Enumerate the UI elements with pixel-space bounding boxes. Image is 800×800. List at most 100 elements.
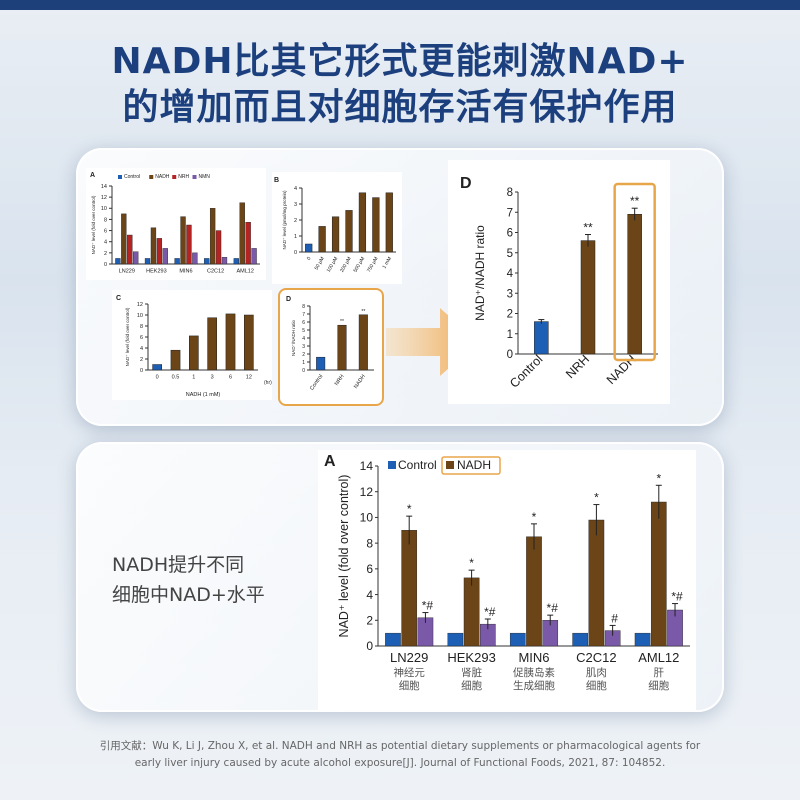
B_small-x-tick-label: 50 μM bbox=[314, 256, 326, 271]
C_small-bar bbox=[152, 364, 162, 371]
D_small-y-tick-label: 3 bbox=[302, 344, 305, 350]
B_small-x-tick-label: 500 μM bbox=[353, 256, 367, 274]
A_small-x-tick-label: LN229 bbox=[119, 269, 135, 275]
A_large-legend-label: NADH bbox=[457, 458, 491, 472]
C_small-x-label: NADH (1 mM) bbox=[186, 392, 221, 398]
A_large-y-tick-label: 4 bbox=[366, 588, 373, 602]
A_large-significance-mark: * bbox=[594, 491, 599, 505]
D_small-x-tick-label: Control bbox=[309, 374, 324, 392]
A_small-x-tick-label: HEK293 bbox=[146, 269, 167, 275]
A_large-bar bbox=[401, 530, 418, 647]
chart-a-large: 0 2 4 6 8 10 12 14 NAD⁺ level (fold over control… bbox=[318, 450, 696, 710]
A_large-x-sublabel: 细胞 bbox=[461, 679, 482, 692]
A_large-x-sublabel: 生成细胞 bbox=[513, 679, 555, 692]
C_small-x-tick-label: 0 bbox=[156, 375, 159, 381]
C_small-y-label: NAD⁺ level (fold over control) bbox=[125, 307, 130, 366]
A_large-legend-swatch bbox=[446, 461, 454, 469]
A_small-bar bbox=[209, 208, 216, 265]
C_small-x-tick-label: 0.5 bbox=[172, 375, 180, 381]
C_small-bar bbox=[244, 314, 254, 371]
A_small-y-tick-label: 8 bbox=[104, 217, 107, 223]
A_small-bar bbox=[156, 238, 163, 265]
side-caption-line-2: 细胞中NAD+水平 bbox=[112, 584, 265, 606]
A_large-x-tick-label: LN229 bbox=[390, 650, 428, 665]
D_small-bar bbox=[337, 324, 347, 371]
page-title-line-2: 的增加而且对细胞存活有保护作用 bbox=[122, 87, 678, 128]
C_small-y-tick-label: 12 bbox=[137, 302, 143, 308]
A_small-bar bbox=[162, 248, 168, 265]
A_large-bar bbox=[385, 632, 401, 647]
D_small-significance-mark: ** bbox=[361, 309, 365, 315]
A_small-bar bbox=[186, 224, 192, 265]
A_large-y-tick-label: 2 bbox=[366, 613, 373, 627]
A_small-x-tick-label: MIN6 bbox=[179, 269, 192, 275]
B_small-x-tick-label: 1 mM bbox=[382, 256, 393, 270]
D_small-y-tick-label: 5 bbox=[302, 328, 305, 334]
A_small-bar bbox=[127, 234, 133, 265]
A_large-y-tick-label: 8 bbox=[366, 536, 373, 550]
A_small-bar bbox=[233, 258, 239, 265]
A_large-bar bbox=[447, 632, 464, 647]
C_small-y-tick-label: 4 bbox=[140, 346, 143, 352]
D_small-y-tick-label: 8 bbox=[302, 304, 305, 310]
A_large-bar bbox=[463, 577, 480, 647]
A_small-bar bbox=[221, 257, 228, 265]
A_small-y-tick-label: 10 bbox=[101, 206, 107, 212]
A_small-panel-label: A bbox=[90, 172, 95, 179]
D_large-y-tick-label: 0 bbox=[507, 349, 513, 361]
B_small-x-tick-label: 0 bbox=[306, 256, 313, 262]
A_large-significance-mark: *# bbox=[484, 605, 496, 619]
A_small-y-tick-label: 6 bbox=[104, 228, 107, 234]
A_small-bar bbox=[192, 252, 198, 265]
D_small-y-label: NAD⁺/NADH ratio bbox=[291, 320, 296, 356]
A_small-bar bbox=[174, 258, 180, 265]
B_small-x-tick-label: 750 μM bbox=[366, 256, 380, 274]
A_small-bar bbox=[115, 258, 121, 265]
A_large-bar bbox=[572, 632, 588, 647]
C_small-x-tick-label: 12 bbox=[246, 375, 252, 381]
A_small-bar bbox=[180, 216, 186, 265]
D_large-x-tick-label: NADH bbox=[604, 352, 639, 387]
chart-c-small: 0 2 4 6 8 10 12 NAD⁺ level (fold over control) 0… bbox=[112, 290, 272, 400]
A_large-significance-mark: * bbox=[656, 471, 661, 485]
A_small-bar bbox=[121, 213, 127, 265]
D_large-x-tick-label: NRH bbox=[563, 352, 592, 381]
A_small-legend-label: NADH bbox=[155, 174, 170, 180]
A_large-y-label: NAD⁺ level (fold over control) bbox=[337, 475, 351, 638]
side-caption: NADH提升不同 细胞中NAD+水平 bbox=[112, 550, 265, 610]
A_large-significance-mark: * bbox=[469, 556, 474, 570]
D_small-panel-label: D bbox=[286, 296, 291, 303]
A_small-legend-swatch bbox=[172, 175, 177, 179]
C_small-x-unit: (hr) bbox=[264, 380, 272, 386]
A_small-bar bbox=[245, 222, 251, 265]
B_small-panel-label: B bbox=[274, 177, 279, 184]
C_small-y-tick-label: 0 bbox=[140, 368, 143, 374]
chart-a-small: 0 2 4 6 8 10 12 14 NAD⁺ level (fold over control… bbox=[86, 168, 266, 280]
D_large-significance-mark: ** bbox=[583, 221, 593, 235]
A_large-x-sublabel: 肾脏 bbox=[461, 666, 482, 679]
A_large-legend-swatch bbox=[388, 461, 396, 469]
D_large-y-tick-label: 1 bbox=[507, 329, 513, 341]
C_small-x-tick-label: 6 bbox=[229, 375, 232, 381]
A_large-x-sublabel: 细胞 bbox=[648, 679, 669, 692]
A_small-y-label: NAD⁺ level (fold over control) bbox=[91, 195, 96, 254]
B_small-y-tick-label: 4 bbox=[294, 186, 297, 192]
A_large-x-tick-label: C2C12 bbox=[576, 650, 616, 665]
A_large-bar bbox=[509, 632, 526, 647]
A_large-significance-mark: * bbox=[532, 510, 537, 524]
B_small-y-label: NAD⁺ level (pmol/mg protein) bbox=[282, 190, 287, 249]
A_small-bar bbox=[239, 202, 245, 265]
A_large-x-tick-label: AML12 bbox=[638, 650, 679, 665]
D_large-y-label: NAD⁺/NADH ratio bbox=[473, 225, 487, 321]
A_large-significance-mark: *# bbox=[547, 601, 559, 615]
chart-d-small: 0 1 2 3 4 5 6 7 8 NAD⁺/NADH ratio Control NRH NADH D *… bbox=[278, 288, 384, 406]
D_large-bar bbox=[534, 321, 549, 355]
A_large-legend-label: Control bbox=[398, 458, 437, 472]
C_small-y-tick-label: 2 bbox=[140, 357, 143, 363]
chart-d-large: 0 1 2 3 4 5 6 7 8 NAD⁺/NADH ratio Control ** NRH ** NA… bbox=[448, 160, 670, 404]
B_small-bar bbox=[385, 192, 393, 253]
D_small-y-tick-label: 0 bbox=[302, 368, 305, 374]
D_large-y-tick-label: 3 bbox=[507, 288, 513, 300]
D_small-y-tick-label: 1 bbox=[302, 360, 305, 366]
A_large-significance-mark: *# bbox=[671, 590, 683, 604]
